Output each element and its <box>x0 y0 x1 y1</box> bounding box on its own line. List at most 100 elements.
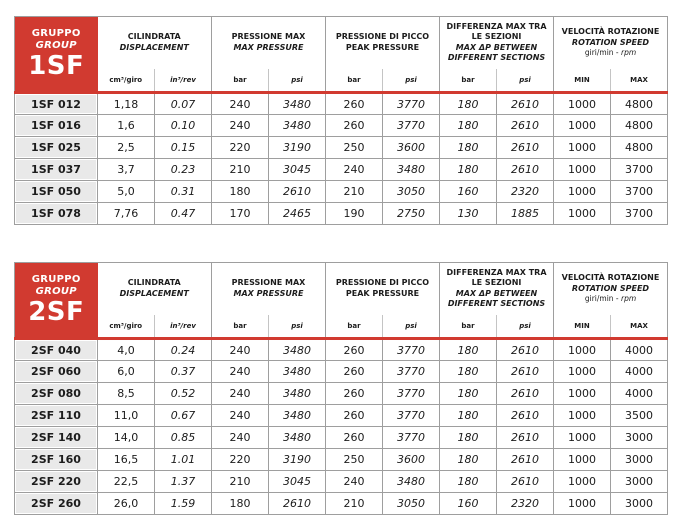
value-cell: 260 <box>325 426 383 449</box>
group-badge: GRUPPO GROUP 1SF <box>14 16 98 94</box>
value-cell: 260 <box>325 360 383 383</box>
model-cell: 2SF 080 <box>14 382 98 405</box>
spec-row: 2SF 110 11,0 0.67 240 3480 260 3770 180 2610 1000… <box>14 404 668 427</box>
value-cell: 5,0 <box>97 180 155 203</box>
value-cell: 4000 <box>610 360 668 383</box>
value-cell: 2610 <box>496 426 554 449</box>
value-cell: 3480 <box>268 404 326 427</box>
spec-row: 2SF 260 26,0 1.59 180 2610 210 3050 160 2320 1000… <box>14 492 668 515</box>
value-cell: 1.01 <box>154 448 212 471</box>
value-cell: 4000 <box>610 382 668 405</box>
header-units-row: cm³/giro in³/rev bar psi bar psi bar psi MIN MAX <box>15 68 668 94</box>
value-cell: 250 <box>325 448 383 471</box>
spec-row: 2SF 040 4,0 0.24 240 3480 260 3770 180 2610 1000 4… <box>14 338 668 361</box>
value-cell: 260 <box>325 92 383 115</box>
value-cell: 3770 <box>382 338 440 361</box>
model-cell: 1SF 012 <box>14 92 98 115</box>
column-group-title-en: ROTATION SPEED <box>571 283 650 293</box>
unit-header: in³/rev <box>154 314 212 340</box>
value-cell: 0.52 <box>154 382 212 405</box>
unit-header: psi <box>268 68 326 94</box>
column-group-title-en: PEAK PRESSURE <box>345 42 420 52</box>
value-cell: 180 <box>439 114 497 137</box>
value-cell: 1000 <box>553 404 611 427</box>
value-cell: 3480 <box>382 470 440 493</box>
value-cell: 1.37 <box>154 470 212 493</box>
value-cell: 2465 <box>268 202 326 225</box>
value-cell: 1000 <box>553 492 611 515</box>
column-group-title-it: PRESSIONE MAX <box>231 32 306 42</box>
value-cell: 26,0 <box>97 492 155 515</box>
value-cell: 2610 <box>496 136 554 159</box>
unit-header: bar <box>211 68 269 94</box>
unit-header: bar <box>325 314 383 340</box>
value-cell: 0.24 <box>154 338 212 361</box>
column-group-title-en: MAX PRESSURE <box>233 42 304 52</box>
value-cell: 240 <box>211 382 269 405</box>
value-cell: 3700 <box>610 202 668 225</box>
value-cell: 240 <box>325 470 383 493</box>
value-cell: 2610 <box>268 492 326 515</box>
unit-header: psi <box>496 314 554 340</box>
value-cell: 3770 <box>382 92 440 115</box>
value-cell: 220 <box>211 448 269 471</box>
value-cell: 3480 <box>268 338 326 361</box>
model-cell: 2SF 040 <box>14 338 98 361</box>
value-cell: 1000 <box>553 338 611 361</box>
column-group-title-en: ROTATION SPEED <box>571 37 650 47</box>
column-group-header: DIFFERENZA MAX TRA LE SEZIONI MAX ΔP BETW… <box>439 262 554 315</box>
value-cell: 4800 <box>610 92 668 115</box>
column-group-title-it: DIFFERENZA MAX TRA LE SEZIONI <box>446 21 547 42</box>
column-group-header: DIFFERENZA MAX TRA LE SEZIONI MAX ΔP BETW… <box>439 16 554 69</box>
model-cell: 2SF 060 <box>14 360 98 383</box>
value-cell: 160 <box>439 180 497 203</box>
value-cell: 4800 <box>610 114 668 137</box>
group-badge-label-en: GROUP <box>35 40 77 52</box>
spec-row: 1SF 050 5,0 0.31 180 2610 210 3050 160 2320 1000 3… <box>14 180 668 203</box>
column-group-title-en: PEAK PRESSURE <box>345 288 420 298</box>
value-cell: 240 <box>211 338 269 361</box>
column-group-title-it: PRESSIONE MAX <box>231 278 306 288</box>
value-cell: 1000 <box>553 114 611 137</box>
model-cell: 1SF 037 <box>14 158 98 181</box>
spec-row: 1SF 025 2,5 0.15 220 3190 250 3600 180 2610 1000 4… <box>14 136 668 159</box>
value-cell: 3770 <box>382 404 440 427</box>
column-group-header: VELOCITÀ ROTAZIONE ROTATION SPEED giri/min… <box>553 16 668 69</box>
model-cell: 1SF 025 <box>14 136 98 159</box>
unit-header: bar <box>325 68 383 94</box>
value-cell: 3190 <box>268 136 326 159</box>
value-cell: 1000 <box>553 382 611 405</box>
value-cell: 3480 <box>268 426 326 449</box>
value-cell: 1000 <box>553 448 611 471</box>
value-cell: 170 <box>211 202 269 225</box>
spec-row: 1SF 078 7,76 0.47 170 2465 190 2750 130 1885 1000… <box>14 202 668 225</box>
value-cell: 180 <box>439 426 497 449</box>
value-cell: 1000 <box>553 180 611 203</box>
value-cell: 130 <box>439 202 497 225</box>
model-cell: 1SF 078 <box>14 202 98 225</box>
value-cell: 3045 <box>268 470 326 493</box>
column-group-header: PRESSIONE DI PICCO PEAK PRESSURE <box>325 262 440 315</box>
column-group-title-it: DIFFERENZA MAX TRA LE SEZIONI <box>446 267 547 288</box>
unit-header: in³/rev <box>154 68 212 94</box>
value-cell: 2750 <box>382 202 440 225</box>
value-cell: 3000 <box>610 426 668 449</box>
value-cell: 1.59 <box>154 492 212 515</box>
unit-header: psi <box>382 68 440 94</box>
model-cell: 2SF 260 <box>14 492 98 515</box>
value-cell: 1000 <box>553 426 611 449</box>
subtitle-plain: giri/min - <box>584 47 621 57</box>
value-cell: 3480 <box>268 382 326 405</box>
value-cell: 0.37 <box>154 360 212 383</box>
value-cell: 2610 <box>496 338 554 361</box>
column-group-title-en: MAX PRESSURE <box>233 288 304 298</box>
column-group-title-it: CILINDRATA <box>127 32 181 42</box>
subtitle-plain: giri/min - <box>584 293 621 303</box>
value-cell: 3480 <box>268 92 326 115</box>
column-group-header: CILINDRATA DISPLACEMENT <box>98 17 212 69</box>
value-cell: 2610 <box>496 360 554 383</box>
value-cell: 3000 <box>610 470 668 493</box>
value-cell: 3770 <box>382 382 440 405</box>
value-cell: 180 <box>439 92 497 115</box>
